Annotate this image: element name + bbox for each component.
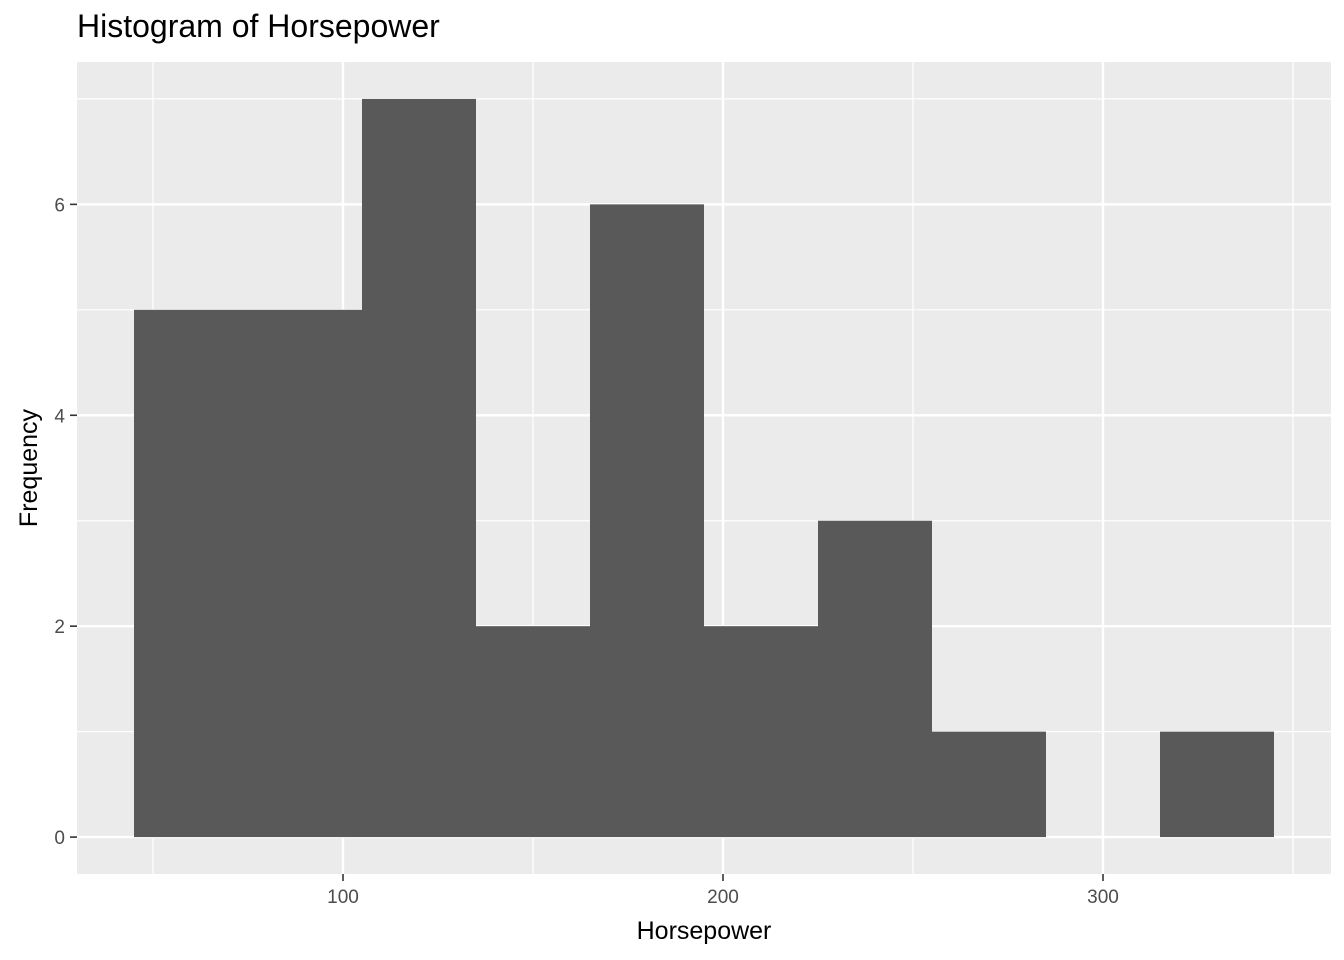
y-tick-label: 6 bbox=[54, 195, 65, 216]
histogram-bar bbox=[362, 98, 476, 838]
histogram-bar bbox=[704, 626, 818, 838]
histogram-bar bbox=[248, 309, 362, 838]
x-tick-label: 200 bbox=[707, 887, 739, 908]
y-tick-label: 2 bbox=[54, 617, 65, 638]
x-tick-label: 300 bbox=[1087, 887, 1119, 908]
histogram-bar bbox=[590, 204, 704, 838]
histogram-bar bbox=[476, 626, 590, 838]
histogram-bar bbox=[1160, 731, 1274, 838]
x-tick-label: 100 bbox=[327, 887, 359, 908]
y-axis-title: Frequency bbox=[15, 408, 43, 527]
histogram-bar bbox=[134, 309, 248, 838]
y-tick-label: 4 bbox=[54, 406, 65, 427]
axis-ticks bbox=[70, 203, 1104, 881]
histogram-bars bbox=[134, 98, 1274, 838]
chart-title: Histogram of Horsepower bbox=[77, 8, 440, 44]
y-tick-label: 0 bbox=[54, 828, 65, 849]
x-axis-title: Horsepower bbox=[637, 917, 772, 945]
histogram-bar bbox=[932, 731, 1046, 838]
histogram-bar bbox=[818, 520, 932, 838]
axis-tick-labels: 100 200 300 0 2 4 6 bbox=[54, 195, 1118, 908]
